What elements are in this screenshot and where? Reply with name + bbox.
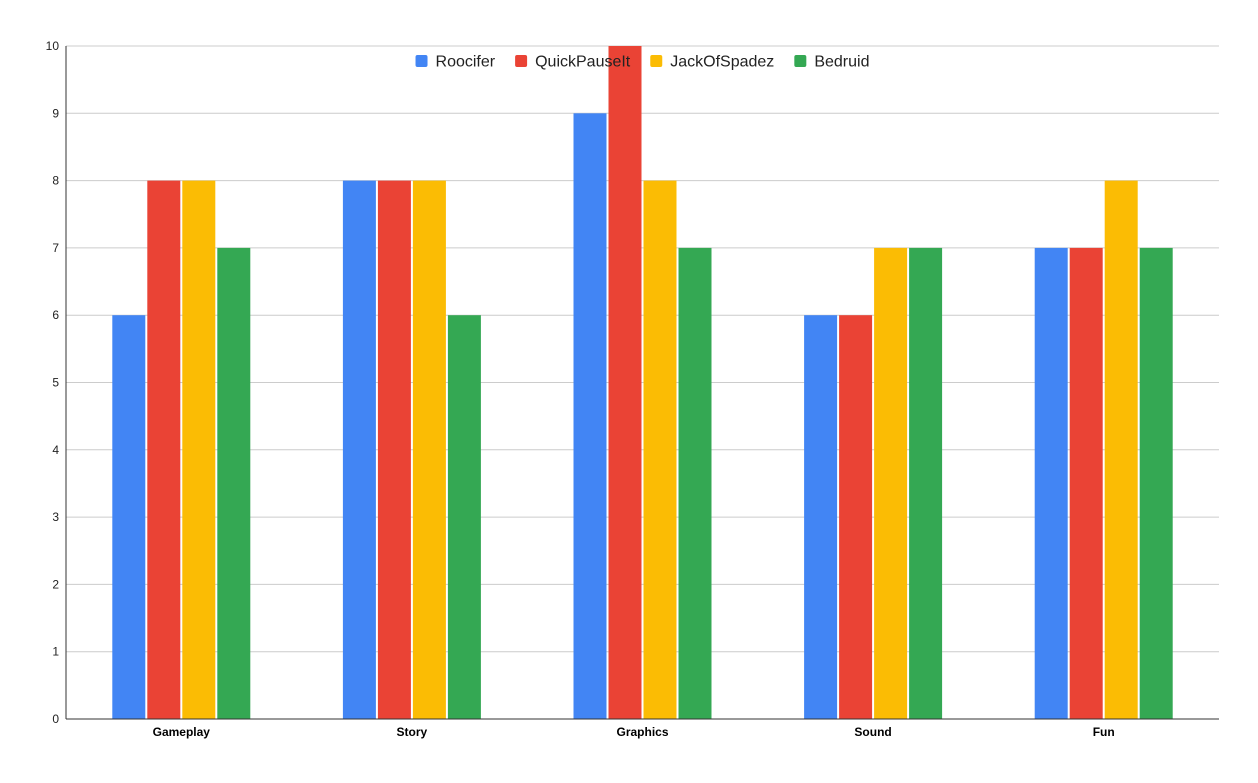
bar-gameplay-jackofspadez: [182, 180, 216, 720]
bar-graphics-bedruid: [678, 247, 712, 719]
bar-fun-roocifer: [1034, 247, 1068, 719]
bar-story-jackofspadez: [412, 180, 446, 720]
y-tick-label: 7: [52, 241, 59, 255]
x-tick-label: Gameplay: [153, 725, 211, 739]
legend-swatch-bedruid: [794, 55, 807, 67]
grid-layer: [66, 45, 1219, 653]
x-tick-label: Graphics: [616, 725, 668, 739]
bar-graphics-quickpauseit: [608, 46, 642, 719]
bar-gameplay-quickpauseit: [147, 180, 181, 720]
bar-sound-quickpauseit: [839, 315, 873, 719]
y-tick-label: 8: [52, 174, 59, 188]
legend: Roocifer QuickPauseIt JackOfSpadez Bedruid: [415, 54, 869, 71]
bar-sound-bedruid: [909, 247, 943, 719]
bar-gameplay-bedruid: [217, 247, 251, 719]
bar-story-roocifer: [342, 180, 376, 720]
axis-layer: 0 1 2 3 4 5 6 7 8 9 10 Gameplay Story Graphics Sound Fu…: [46, 39, 1219, 739]
bar-story-quickpauseit: [377, 180, 411, 720]
legend-label: QuickPauseIt: [535, 54, 631, 71]
y-tick-label: 10: [46, 39, 60, 53]
y-tick-label: 4: [52, 443, 59, 457]
legend-swatch-roocifer: [415, 55, 428, 67]
y-tick-label: 6: [52, 308, 59, 322]
bar-graphics-roocifer: [573, 113, 607, 720]
bar-gameplay-roocifer: [112, 315, 146, 719]
bar-fun-jackofspadez: [1104, 180, 1138, 720]
x-tick-label: Story: [397, 725, 428, 739]
x-tick-label: Sound: [854, 725, 891, 739]
y-tick-label: 0: [52, 712, 59, 726]
legend-label: JackOfSpadez: [670, 54, 774, 71]
y-tick-label: 9: [52, 106, 59, 120]
y-tick-label: 5: [52, 376, 59, 390]
x-tick-label: Fun: [1093, 725, 1115, 739]
legend-label: Bedruid: [814, 54, 869, 71]
legend-swatch-jackofspadez: [650, 55, 663, 67]
bar-story-bedruid: [447, 315, 481, 719]
bar-fun-bedruid: [1139, 247, 1173, 719]
bar-sound-jackofspadez: [874, 247, 908, 719]
y-tick-label: 3: [52, 510, 59, 524]
bar-fun-quickpauseit: [1069, 247, 1103, 719]
legend-label: Roocifer: [436, 54, 496, 71]
bars-layer: [112, 46, 1173, 720]
legend-swatch-quickpauseit: [515, 55, 528, 67]
bar-sound-roocifer: [804, 315, 838, 719]
y-tick-label: 2: [52, 577, 59, 591]
bar-graphics-jackofspadez: [643, 180, 677, 720]
y-tick-label: 1: [52, 645, 59, 659]
